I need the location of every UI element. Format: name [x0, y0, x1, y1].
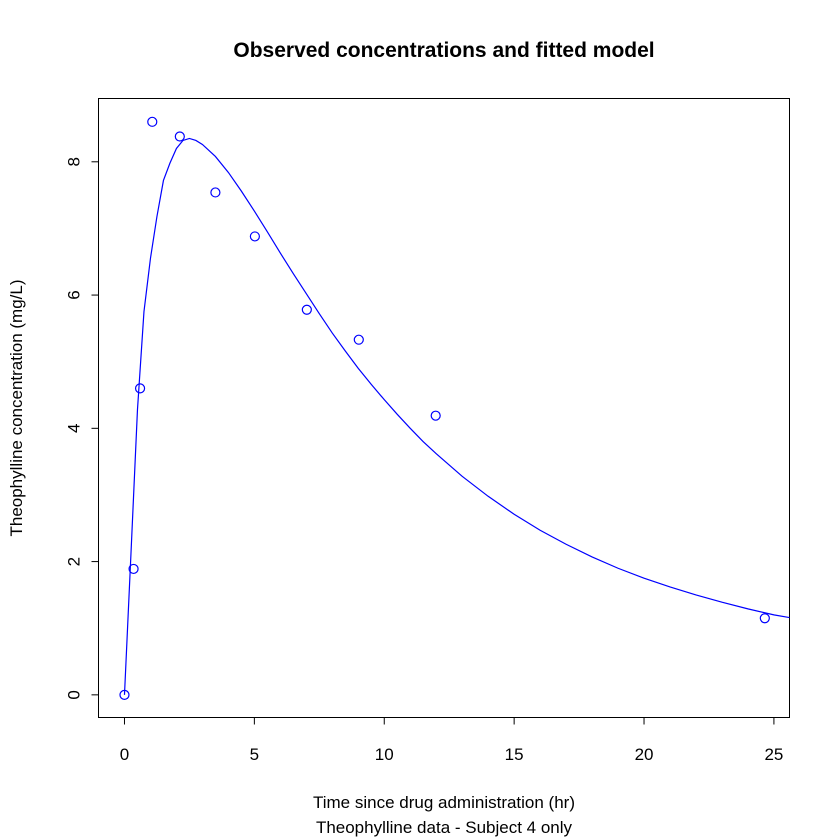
observed-point	[128, 563, 139, 575]
y-axis: 0 2 4 6 8	[65, 157, 99, 700]
observed-point	[353, 334, 364, 345]
x-tick-label: 10	[375, 745, 394, 764]
y-tick-label: 6	[65, 290, 84, 299]
y-tick-label: 4	[65, 424, 84, 433]
plot-frame	[98, 98, 790, 718]
x-tick-label: 0	[120, 745, 129, 764]
chart-title: Observed concentrations and fitted model	[233, 39, 654, 62]
observed-point	[430, 410, 441, 421]
fitted-model-line	[123, 137, 790, 695]
x-tick-label: 20	[635, 745, 654, 764]
y-axis-label: Theophylline concentration (mg/L)	[7, 279, 26, 536]
y-tick-label: 0	[65, 690, 84, 699]
observed-point	[119, 689, 130, 700]
observed-point	[134, 383, 146, 394]
observed-point	[210, 187, 221, 198]
x-axis-label: Time since drug administration (hr)	[313, 793, 575, 812]
observed-point	[147, 116, 158, 127]
chart-subtitle: Theophylline data - Subject 4 only	[316, 818, 573, 837]
x-tick-label: 5	[250, 745, 259, 764]
observed-point	[249, 231, 260, 242]
observed-point	[759, 613, 770, 624]
y-tick-label: 2	[65, 557, 84, 566]
plot-area	[119, 116, 790, 700]
y-tick-label: 8	[65, 157, 84, 166]
x-tick-label: 25	[764, 745, 783, 764]
observed-point	[301, 304, 312, 315]
observed-point	[174, 131, 185, 142]
x-tick-label: 15	[505, 745, 524, 764]
x-axis: 0 5 10 15 20 25	[120, 717, 783, 764]
